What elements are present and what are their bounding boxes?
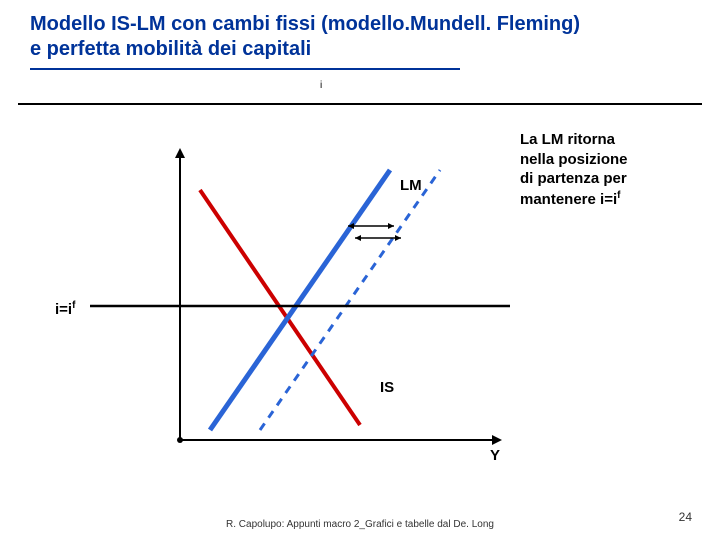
lm-dashed-line bbox=[260, 170, 440, 430]
page-number: 24 bbox=[679, 510, 692, 524]
i-eq-sup: f bbox=[72, 300, 75, 311]
slide-title: Modello IS-LM con cambi fissi (modello.M… bbox=[30, 12, 590, 62]
is-line bbox=[200, 190, 360, 425]
y-axis-arrow bbox=[175, 148, 185, 158]
footer-credit: R. Capolupo: Appunti macro 2_Grafici e t… bbox=[0, 519, 720, 530]
i-eq-text: i=i bbox=[55, 301, 72, 318]
lm-solid-line bbox=[210, 170, 390, 430]
divider-line bbox=[18, 103, 702, 105]
x-axis-arrow bbox=[492, 435, 502, 445]
annotation-line-2: di partenza per bbox=[520, 170, 627, 187]
annotation-line-3: mantenere i=i bbox=[520, 191, 617, 208]
annotation-box: La LM ritorna nella posizione di partenz… bbox=[520, 130, 680, 209]
title-underline bbox=[30, 68, 460, 70]
small-i-label: i bbox=[320, 80, 322, 91]
annotation-line-1: nella posizione bbox=[520, 151, 628, 168]
annotation-sup: f bbox=[617, 190, 620, 201]
islm-chart: LM IS Y bbox=[80, 130, 520, 470]
origin-dot bbox=[177, 437, 183, 443]
y-axis-label: Y bbox=[490, 447, 500, 464]
lm-label: LM bbox=[400, 177, 422, 194]
is-label: IS bbox=[380, 379, 394, 396]
i-equals-if-label: i=if bbox=[55, 300, 75, 318]
annotation-line-0: La LM ritorna bbox=[520, 131, 615, 148]
